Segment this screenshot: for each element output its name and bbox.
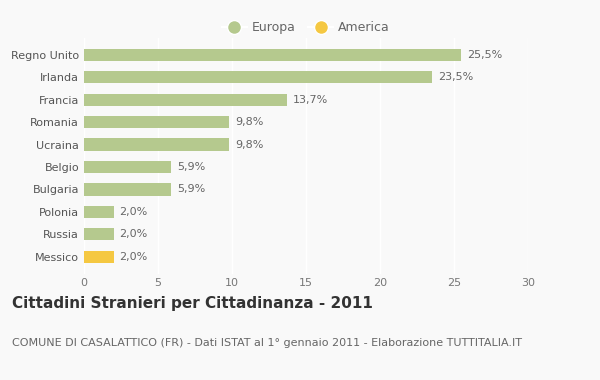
Bar — [84, 228, 113, 241]
Bar — [84, 161, 172, 173]
Bar — [84, 71, 432, 84]
Text: 9,8%: 9,8% — [235, 139, 263, 150]
Text: COMUNE DI CASALATTICO (FR) - Dati ISTAT al 1° gennaio 2011 - Elaborazione TUTTIT: COMUNE DI CASALATTICO (FR) - Dati ISTAT … — [12, 338, 522, 348]
Bar — [84, 116, 229, 128]
Text: 5,9%: 5,9% — [177, 162, 205, 172]
Bar — [84, 250, 113, 263]
Text: Cittadini Stranieri per Cittadinanza - 2011: Cittadini Stranieri per Cittadinanza - 2… — [12, 296, 373, 311]
Text: 5,9%: 5,9% — [177, 184, 205, 195]
Bar — [84, 206, 113, 218]
Text: 9,8%: 9,8% — [235, 117, 263, 127]
Text: 2,0%: 2,0% — [119, 252, 148, 262]
Bar — [84, 138, 229, 151]
Text: 23,5%: 23,5% — [438, 72, 473, 82]
Bar — [84, 93, 287, 106]
Text: 13,7%: 13,7% — [293, 95, 328, 105]
Bar — [84, 49, 461, 61]
Text: 2,0%: 2,0% — [119, 207, 148, 217]
Text: 2,0%: 2,0% — [119, 229, 148, 239]
Legend: Europa, America: Europa, America — [217, 16, 395, 39]
Text: 25,5%: 25,5% — [467, 50, 503, 60]
Bar — [84, 183, 172, 196]
